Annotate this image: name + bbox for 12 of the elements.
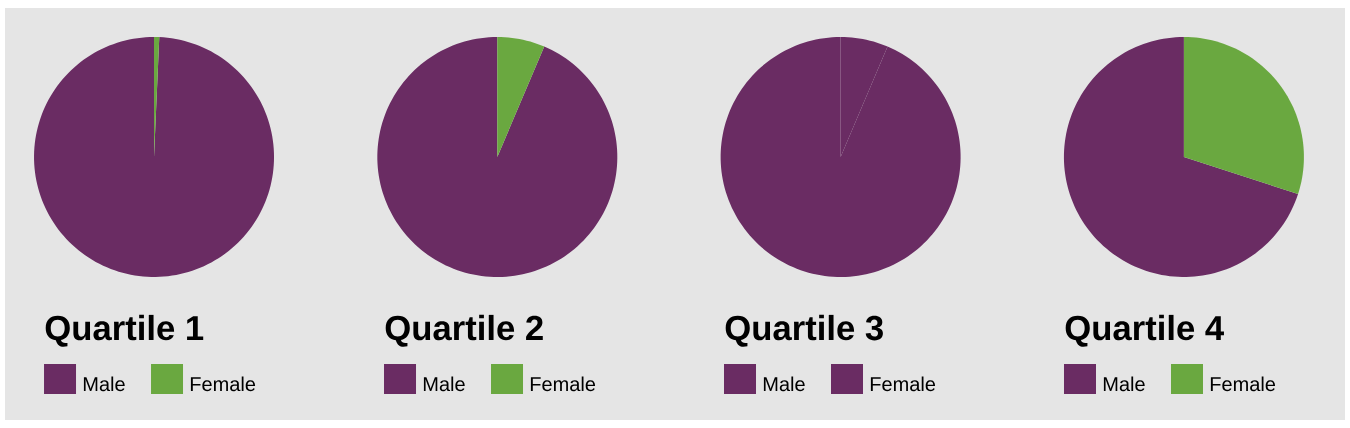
legend-label: Female xyxy=(1210,376,1276,392)
text: Quartile 4 xyxy=(1065,314,1224,347)
text: Quartile 1 xyxy=(45,314,204,347)
legend-label: Male xyxy=(423,376,465,392)
legend-label: Female xyxy=(870,376,936,392)
text: Quartile 3 xyxy=(725,314,883,347)
legend-label: Male xyxy=(83,376,125,392)
text: Quartile 2 xyxy=(385,314,543,347)
legend-label: Female xyxy=(530,376,596,392)
legend-label: Male xyxy=(763,376,805,392)
legend-label: Female xyxy=(190,376,256,392)
legend-label: Male xyxy=(1103,376,1145,392)
